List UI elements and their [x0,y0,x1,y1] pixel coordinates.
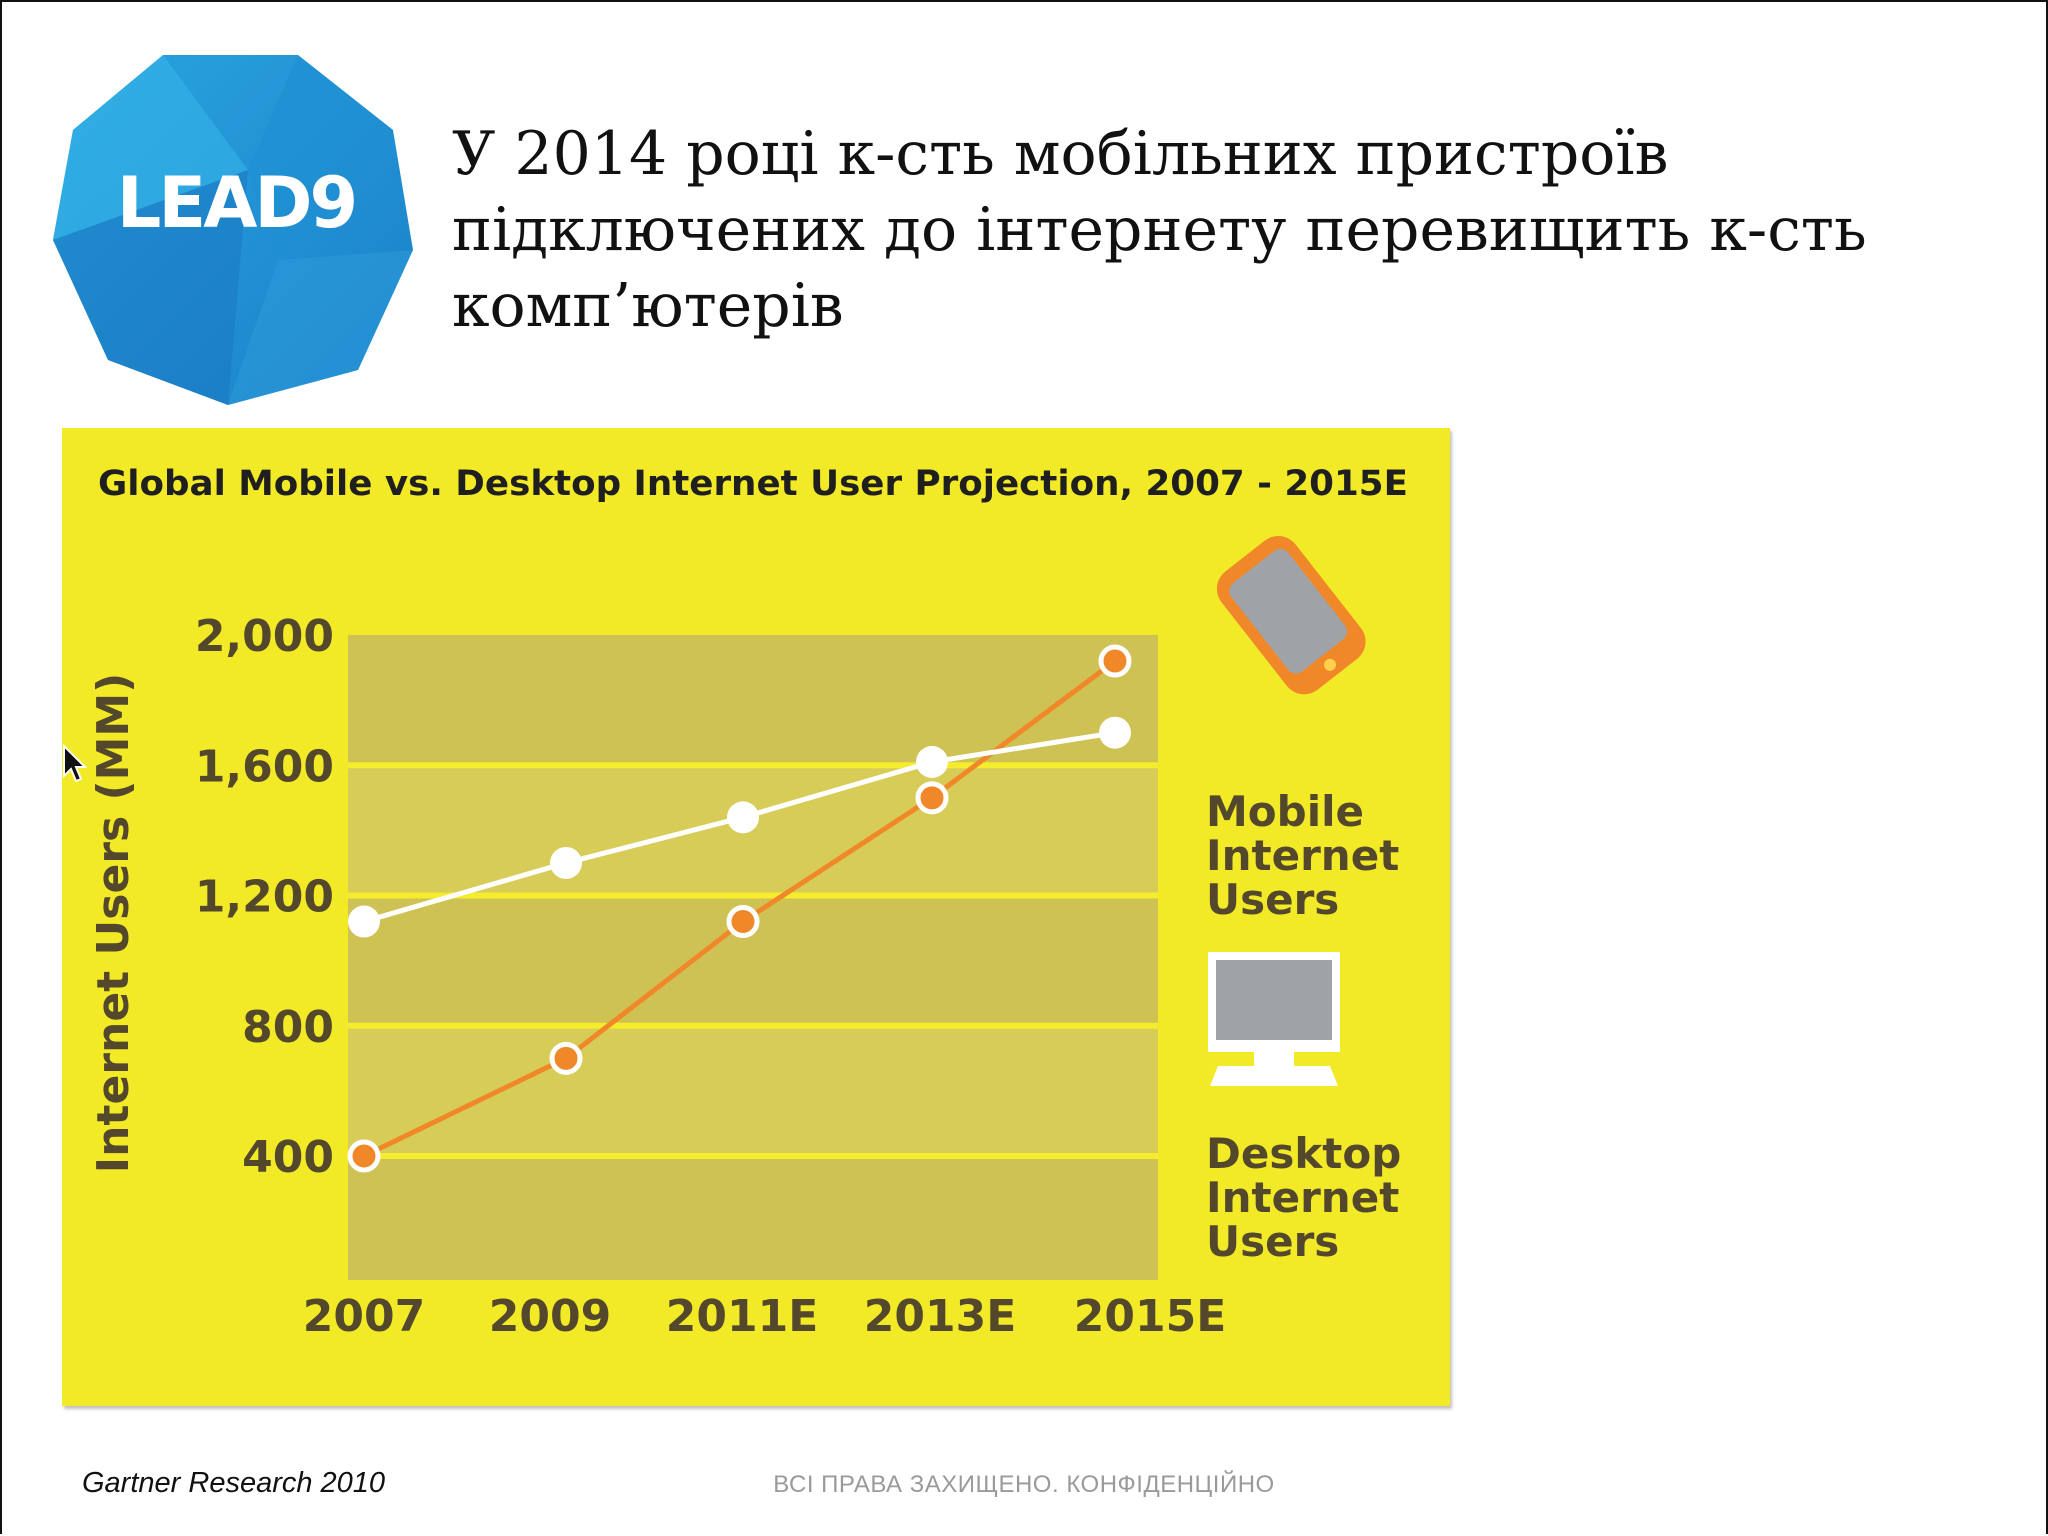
data-point [727,801,759,834]
logo-text: LEAD9 [116,162,358,244]
x-tick-label: 2009 [489,1291,611,1342]
y-tick-label: 400 [242,1132,334,1183]
desktop-monitor-icon [1208,952,1340,1086]
y-tick-label: 800 [242,1002,334,1053]
legend-label: Users [1206,875,1339,924]
chart-panel: Global Mobile vs. Desktop Internet User … [62,428,1450,1406]
plot-band [348,635,1158,766]
x-tick-label: 2007 [303,1291,425,1342]
plot-band [348,1025,1158,1156]
slide-title: У 2014 році к-сть мобільних пристроїв пі… [452,119,1867,341]
data-point [1099,716,1131,749]
data-point [916,745,948,778]
plot-band [348,765,1158,896]
data-point [1098,644,1132,678]
legend-label: Mobile [1206,787,1364,836]
y-axis-label: Internet Users (MM) [88,673,139,1174]
y-tick-label: 2,000 [195,611,334,662]
mouse-cursor-icon [63,744,88,783]
y-tick-label: 1,200 [195,872,334,923]
lead9-logo: LEAD9 [48,50,418,410]
footer-notice: ВСІ ПРАВА ЗАХИЩЕНО. КОНФІДЕНЦІЙНО [773,1471,1275,1498]
chart-title: Global Mobile vs. Desktop Internet User … [98,464,1408,504]
legend-label: Desktop [1206,1129,1401,1178]
legend-label: Users [1206,1217,1339,1266]
line-chart: Global Mobile vs. Desktop Internet User … [88,464,1408,1342]
mobile-phone-icon [1216,536,1366,695]
data-point [726,905,760,939]
y-tick-label: 1,600 [195,741,334,792]
data-point [549,1041,583,1075]
x-tick-label: 2011E [666,1291,819,1342]
source-citation: Gartner Research 2010 [82,1467,386,1499]
plot-band [348,1156,1158,1280]
data-point [550,846,582,879]
legend-label: Internet [1206,1173,1399,1222]
x-tick-label: 2015E [1074,1291,1227,1342]
data-point [348,905,380,938]
logo-octagon-icon [53,55,413,405]
data-point [347,1139,381,1173]
data-point [915,781,949,815]
x-tick-label: 2013E [864,1291,1017,1342]
legend-label: Internet [1206,831,1399,880]
